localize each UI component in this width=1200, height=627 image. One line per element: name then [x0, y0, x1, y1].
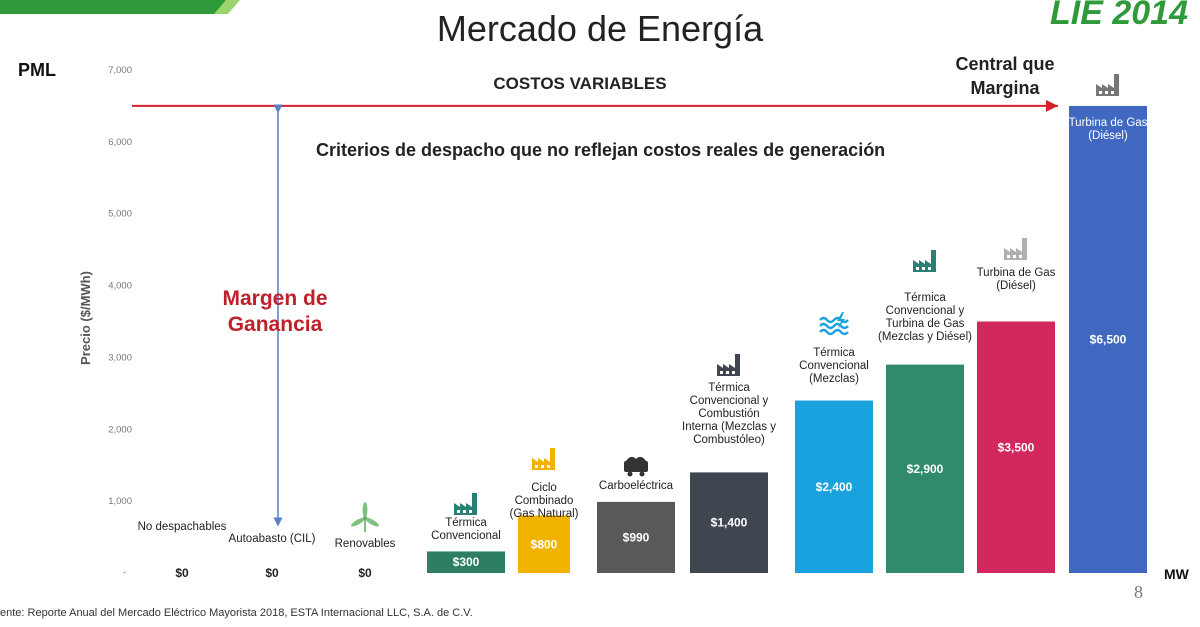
category-label: Renovables	[334, 538, 396, 550]
margen-de-ganancia-label: Margen de Ganancia	[222, 287, 328, 336]
y-tick-label: 6,000	[108, 137, 132, 148]
water-wave-icon	[819, 312, 849, 336]
bar	[1069, 105, 1147, 573]
factory-icon	[1096, 74, 1119, 96]
category-label: Térmica Convencional y Combustión Intern…	[682, 382, 776, 446]
bar-value-label: $0	[175, 566, 189, 580]
y-axis: 1,000 2,000 3,000 4,000 5,000 6,000 7,000 -	[108, 65, 132, 578]
category-label: Turbina de Gas (Diésel)	[976, 267, 1056, 292]
category-label: No despachables	[137, 521, 227, 533]
bars	[427, 105, 1147, 573]
bar	[597, 501, 675, 573]
bar	[427, 551, 505, 573]
bar-value-label: $6,500	[1090, 332, 1127, 346]
category-icons	[351, 74, 1119, 532]
bar	[977, 321, 1055, 573]
category-label: Térmica Convencional y Turbina de Gas (M…	[878, 292, 972, 343]
factory-icon	[454, 493, 477, 515]
y-tick-label: 2,000	[108, 424, 132, 435]
bar	[518, 515, 570, 573]
bar-value-label: $1,400	[711, 516, 748, 530]
factory-icon	[717, 354, 740, 376]
bar	[690, 472, 768, 573]
y-tick-label: 3,000	[108, 352, 132, 363]
source-footnote: ente: Reporte Anual del Mercado Eléctric…	[0, 607, 473, 619]
category-label: Térmica Convencional	[431, 517, 501, 542]
y-tick-label: 4,000	[108, 281, 132, 292]
annotations	[132, 99, 1058, 527]
wind-turbine-icon	[351, 502, 379, 532]
page-title: Mercado de Energía	[436, 8, 764, 49]
bar-value-label: $0	[265, 566, 279, 580]
category-label: Carboeléctrica	[598, 480, 674, 492]
central-que-margina-label: Central que Margina	[955, 54, 1055, 98]
x-axis-unit: MW	[1164, 566, 1189, 582]
bar-value-label: $300	[453, 555, 480, 569]
bar-value-label: $2,400	[816, 480, 853, 494]
bar-value-label: $2,900	[907, 462, 944, 476]
y-axis-label: Precio ($/MWh)	[78, 271, 93, 365]
y-tick-label: 7,000	[108, 65, 132, 76]
factory-icon	[532, 448, 555, 470]
category-label: Ciclo Combinado (Gas Natural)	[509, 482, 579, 520]
category-label: Turbina de Gas (Diésel)	[1068, 117, 1148, 142]
bar-value-label: $800	[531, 537, 558, 551]
costos-variables-label: COSTOS VARIABLES	[493, 74, 667, 93]
category-label: Térmica Convencional (Mezclas)	[799, 347, 869, 385]
bar-value-label: $0	[358, 566, 372, 580]
top-stripe	[0, 0, 236, 14]
factory-icon	[913, 250, 936, 272]
bar-value-labels: $0 $0 $0 $300 $800 $990 $1,400 $2,400 $2,900 $3,5…	[175, 332, 1126, 580]
brand-logo-text: LIE 2014	[1050, 0, 1188, 32]
bar-value-label: $990	[623, 530, 650, 544]
pml-label: PML	[18, 60, 56, 80]
criterios-text: Criterios de despacho que no reflejan co…	[316, 140, 886, 160]
bar	[886, 364, 964, 573]
top-stripe-accent	[214, 0, 240, 14]
y-tick-zero: -	[123, 567, 126, 578]
category-label: Autoabasto (CIL)	[228, 533, 316, 545]
y-tick-label: 1,000	[108, 496, 132, 507]
bar	[795, 400, 873, 573]
factory-icon	[1004, 238, 1027, 260]
coal-cart-icon	[624, 456, 648, 477]
page-number: 8	[1134, 582, 1143, 602]
y-tick-label: 5,000	[108, 209, 132, 220]
bar-value-label: $3,500	[998, 440, 1035, 454]
